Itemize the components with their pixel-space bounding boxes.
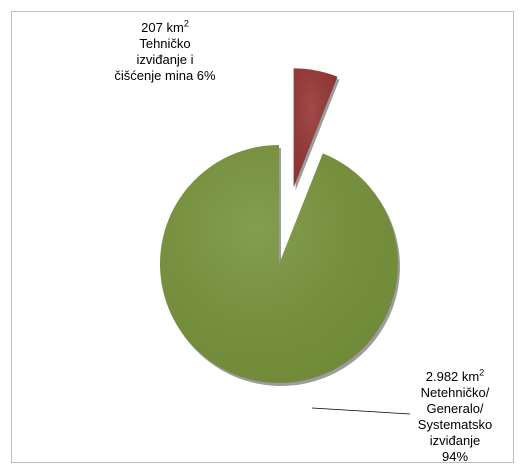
slice-label-technical: 207 km2 Tehničko izviđanje i čišćenje mi… [114,18,216,83]
pie-slice-gloss [160,145,399,384]
label-leader-line [311,407,411,415]
pie-slice-gloss [293,68,338,188]
slice-label-non-technical: 2.982 km2 Netehničko/ Generalo/ Systemat… [417,367,493,464]
